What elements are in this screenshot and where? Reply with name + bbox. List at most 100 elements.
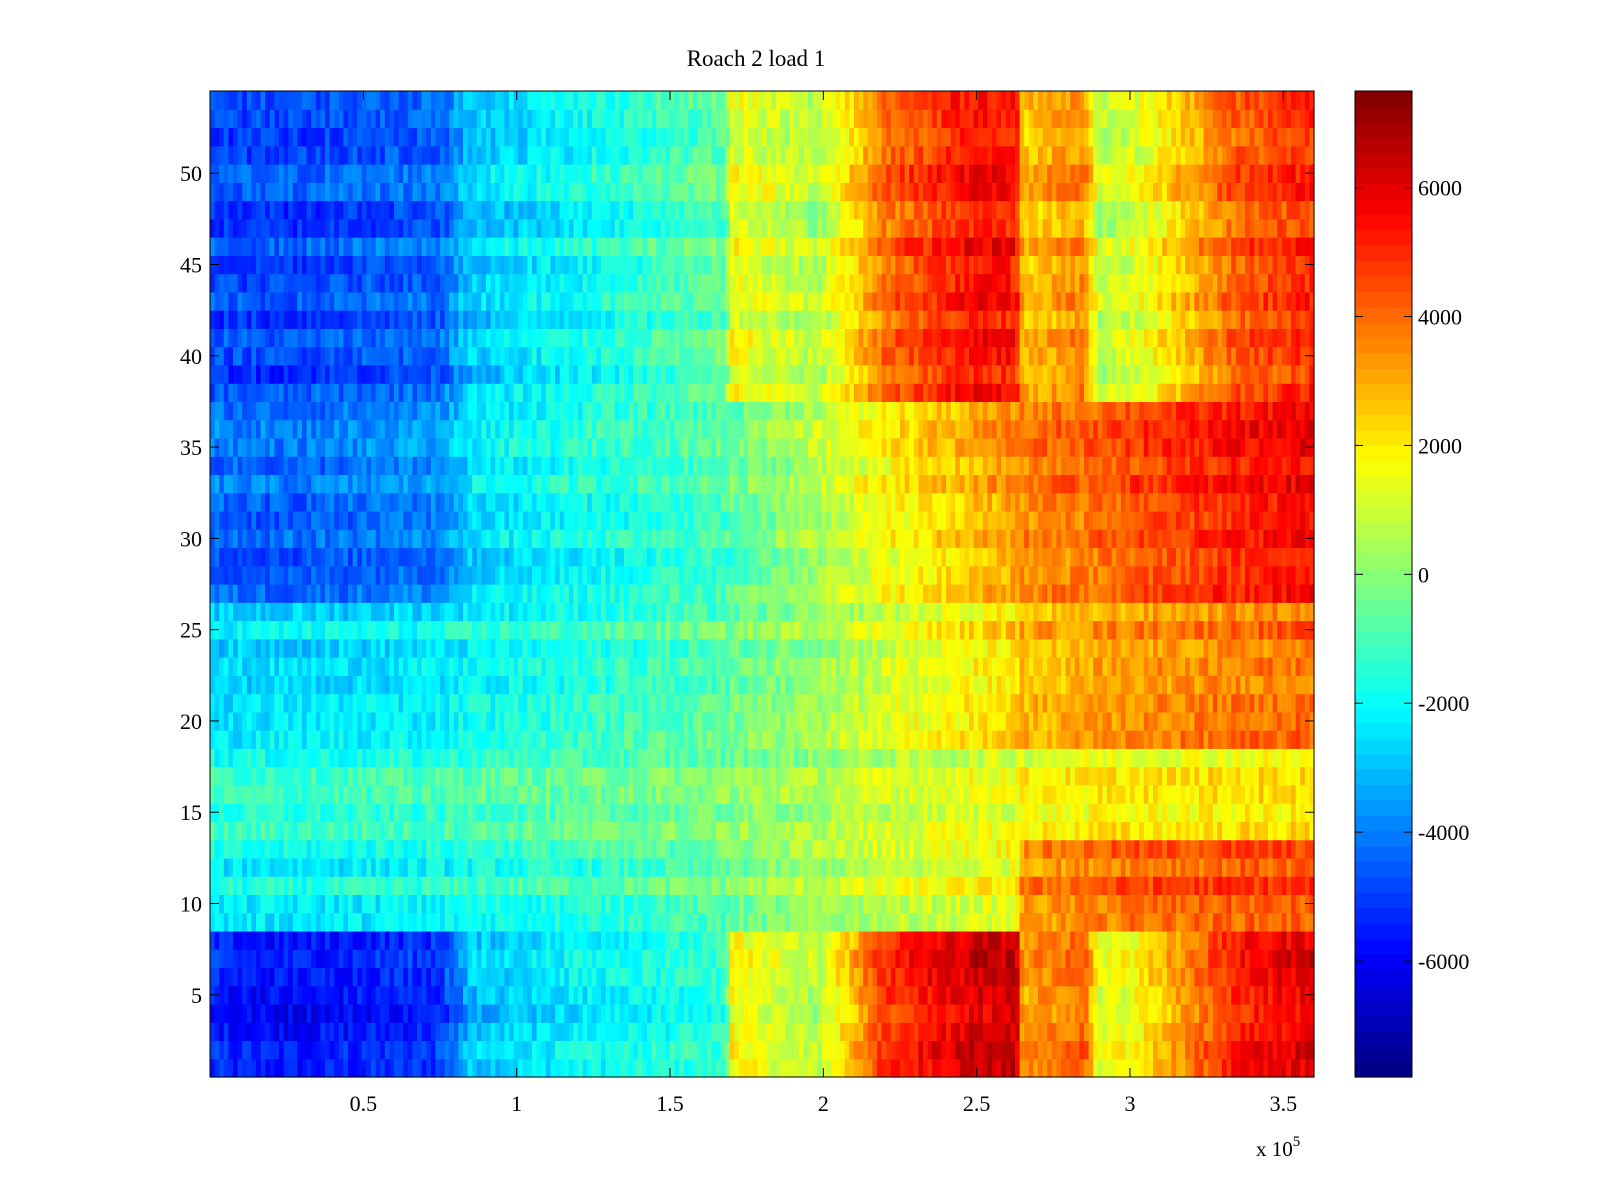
heatmap-cell: [720, 693, 726, 713]
heatmap-cell: [279, 894, 285, 914]
heatmap-cell: [343, 821, 349, 841]
heatmap-cell: [950, 748, 956, 768]
heatmap-cell: [844, 912, 850, 932]
heatmap-cell: [582, 912, 588, 932]
heatmap-cell: [1065, 839, 1071, 859]
heatmap-cell: [863, 748, 869, 768]
heatmap-cell: [412, 949, 418, 969]
heatmap-cell: [348, 894, 354, 914]
heatmap-cell: [297, 730, 303, 749]
heatmap-cell: [1065, 1058, 1071, 1078]
heatmap-cell: [895, 803, 901, 822]
heatmap-cell: [315, 821, 321, 841]
heatmap-cell: [890, 711, 896, 731]
heatmap-cell: [532, 949, 538, 969]
heatmap-cell: [1051, 730, 1057, 749]
heatmap-cell: [568, 1058, 574, 1078]
heatmap-cell: [1005, 803, 1011, 822]
heatmap-cell: [1024, 967, 1030, 987]
heatmap-cell: [578, 1058, 584, 1078]
heatmap-cell: [545, 821, 551, 841]
heatmap-cell: [1245, 711, 1251, 731]
heatmap-cell: [361, 1058, 367, 1078]
heatmap-cell: [1176, 912, 1182, 932]
heatmap-cell: [1015, 894, 1021, 914]
heatmap-cell: [242, 803, 248, 822]
heatmap-cell: [766, 967, 772, 987]
heatmap-cell: [352, 1040, 358, 1060]
heatmap-cell: [1272, 766, 1278, 786]
heatmap-cell: [840, 985, 846, 1005]
heatmap-cell: [430, 857, 436, 877]
heatmap-cell: [256, 1003, 262, 1023]
heatmap-cell: [1203, 1022, 1209, 1042]
heatmap-cell: [1254, 730, 1260, 749]
heatmap-cell: [522, 1040, 528, 1060]
heatmap-cell: [835, 1022, 841, 1042]
heatmap-cell: [1051, 876, 1057, 896]
heatmap-cell: [504, 894, 510, 914]
heatmap-cell: [904, 748, 910, 768]
heatmap-cell: [518, 730, 524, 749]
heatmap-cell: [559, 894, 565, 914]
heatmap-cell: [775, 1003, 781, 1023]
heatmap-cell: [1028, 1040, 1034, 1060]
heatmap-cell: [762, 857, 768, 877]
heatmap-cell: [449, 803, 455, 822]
heatmap-cell: [1217, 967, 1223, 987]
heatmap-cell: [334, 821, 340, 841]
heatmap-cell: [458, 967, 464, 987]
heatmap-cell: [674, 821, 680, 841]
heatmap-cell: [1235, 967, 1241, 987]
heatmap-cell: [757, 857, 763, 877]
heatmap-cell: [716, 949, 722, 969]
heatmap-cell: [596, 949, 602, 969]
heatmap-cell: [426, 1040, 432, 1060]
heatmap-cell: [269, 876, 275, 896]
heatmap-cell: [637, 839, 643, 859]
heatmap-cell: [394, 894, 400, 914]
heatmap-cell: [541, 766, 547, 786]
heatmap-cell: [637, 912, 643, 932]
heatmap-cell: [1070, 894, 1076, 914]
heatmap-cell: [1300, 930, 1306, 950]
heatmap-cell: [288, 949, 294, 969]
heatmap-cell: [785, 876, 791, 896]
heatmap-cell: [532, 766, 538, 786]
heatmap-cell: [210, 693, 216, 713]
heatmap-cell: [1189, 857, 1195, 877]
heatmap-cell: [1028, 693, 1034, 713]
heatmap-cell: [1295, 1022, 1301, 1042]
heatmap-cell: [679, 949, 685, 969]
heatmap-cell: [1047, 1058, 1053, 1078]
heatmap-cell: [545, 784, 551, 804]
heatmap-cell: [311, 912, 317, 932]
heatmap-cell: [1056, 1058, 1062, 1078]
heatmap-cell: [812, 930, 818, 950]
heatmap-cell: [849, 1040, 855, 1060]
heatmap-cell: [1208, 711, 1214, 731]
heatmap-cell: [739, 949, 745, 969]
heatmap-cell: [716, 803, 722, 822]
heatmap-cell: [973, 1022, 979, 1042]
heatmap-cell: [1070, 912, 1076, 932]
heatmap-cell: [361, 985, 367, 1005]
heatmap-cell: [605, 857, 611, 877]
heatmap-cell: [670, 730, 676, 749]
heatmap-cell: [1300, 967, 1306, 987]
heatmap-cell: [1033, 1003, 1039, 1023]
heatmap-cell: [1272, 1040, 1278, 1060]
heatmap-cell: [808, 803, 814, 822]
heatmap-cell: [1203, 876, 1209, 896]
heatmap-cell: [1272, 748, 1278, 768]
heatmap-cell: [913, 748, 919, 768]
heatmap-cell: [927, 949, 933, 969]
heatmap-cell: [1010, 912, 1016, 932]
heatmap-cell: [821, 857, 827, 877]
heatmap-cell: [693, 949, 699, 969]
heatmap-cell: [292, 876, 298, 896]
heatmap-cell: [982, 985, 988, 1005]
heatmap-cell: [1139, 876, 1145, 896]
heatmap-cell: [812, 693, 818, 713]
heatmap-cell: [688, 1058, 694, 1078]
